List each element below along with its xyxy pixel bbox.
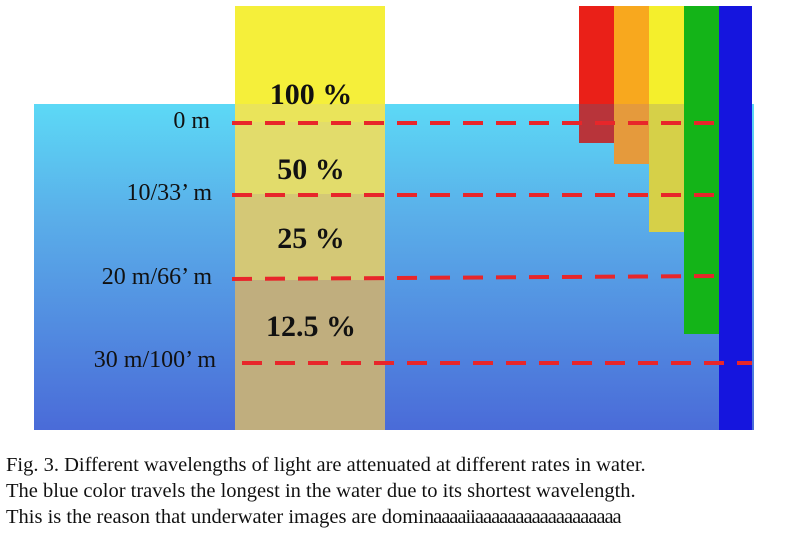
attenuation-diagram [34,6,754,430]
caption-line-3-text: This is the reason that underwater image… [6,506,424,528]
sunlight-beam-50 [235,122,385,194]
yellow-wavelength-bar [649,104,684,232]
orange-wavelength-bar-above [614,6,649,104]
depth-line-20m [231,274,721,281]
sunlight-beam-above-water [235,6,385,104]
caption-line-2: The blue color travels the longest in th… [6,480,636,502]
depth-label-30m: 30 m/100’ m [93,347,216,373]
depth-label-10m: 10/33’ m [126,180,212,206]
percent-label-25: 25 % [277,222,345,255]
sunlight-beam-12-5 [235,280,385,430]
depth-label-0m: 0 m [173,108,210,134]
sunlight-beam-100 [235,104,385,122]
percent-label-50: 50 % [277,153,345,186]
orange-wavelength-bar [614,104,649,164]
sunlight-beam-25 [235,194,385,280]
percent-label-12-5: 12.5 % [266,310,356,343]
red-wavelength-bar-above [579,6,614,104]
caption-line-1: Fig. 3. Different wavelengths of light a… [6,454,646,476]
caption-line-3-garbled-text: naaaaiiaaaaaaaaaaaaaaaaaa [423,506,622,528]
depth-label-20m: 20 m/66’ m [101,264,212,290]
caption-line-3: This is the reason that underwater image… [6,504,786,530]
blue-wavelength-bar [719,6,752,430]
percent-label-100: 100 % [269,78,353,111]
figure-caption: Fig. 3. Different wavelengths of light a… [6,452,786,530]
yellow-wavelength-bar-above [649,6,684,104]
green-wavelength-bar [684,6,719,334]
